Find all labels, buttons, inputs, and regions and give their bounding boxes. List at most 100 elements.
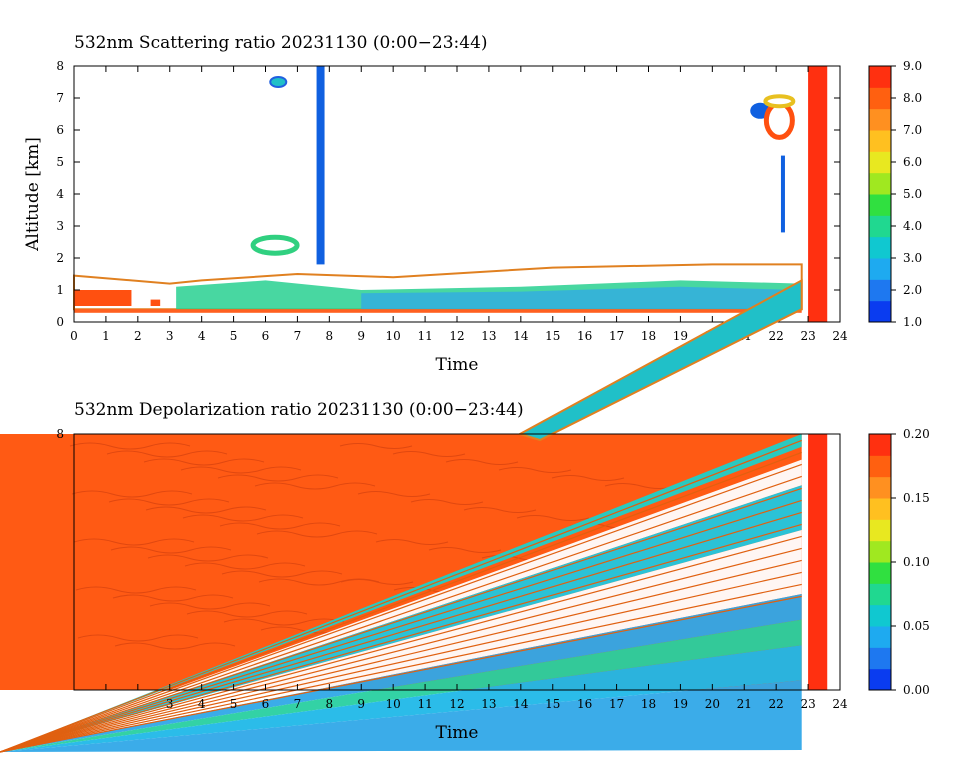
x-tick-label: 19: [673, 697, 688, 711]
cloud-patch: [763, 100, 795, 140]
x-tick-label: 3: [166, 329, 174, 343]
contour-line: [114, 642, 236, 650]
scattering-colorbar-segment: [869, 151, 891, 174]
x-tick-label: 12: [449, 329, 464, 343]
x-tick-label: 6: [262, 329, 270, 343]
scattering-colorbar-segment: [869, 172, 891, 195]
depolarization-colorbar-segment: [869, 562, 891, 584]
contour-line: [445, 459, 519, 465]
x-tick-label: 19: [673, 329, 688, 343]
contour-line: [0, 595, 802, 753]
contour-line: [219, 522, 341, 530]
y-tick-label: 7: [56, 91, 64, 105]
cloud-patch: [250, 234, 300, 256]
depolarization-chart-title: 532nm Depolarization ratio 20231130 (0:0…: [74, 400, 524, 420]
scattering-colorbar-segment: [869, 194, 891, 216]
depolarization-colorbar-segment: [869, 498, 891, 520]
contour-line: [110, 546, 232, 554]
vertical-streak: [316, 66, 325, 265]
cloud-patch: [763, 94, 796, 109]
x-tick-label: 22: [769, 329, 784, 343]
x-tick-label: 18: [641, 329, 656, 343]
y-tick-label: 8: [56, 427, 64, 441]
scattering-colorbar-label: 7.0: [903, 123, 922, 137]
contour-line: [106, 450, 228, 458]
vertical-streak: [780, 155, 785, 233]
contour-line: [0, 547, 802, 753]
no-data-bar: [808, 434, 828, 690]
x-tick-label: 17: [609, 329, 624, 343]
contour-line: [256, 530, 378, 538]
contour-line: [112, 594, 234, 602]
x-tick-label: 22: [769, 697, 784, 711]
scattering-colorbar-segment: [869, 130, 891, 152]
depolarization-colorbar-segment: [869, 647, 891, 670]
scattering-colorbar-segment: [869, 279, 891, 302]
contour-line: [498, 467, 572, 473]
scattering-colorbar-label: 2.0: [903, 283, 922, 297]
x-tick-label: 15: [545, 329, 560, 343]
contour-line: [221, 570, 343, 578]
contour-line: [75, 586, 197, 594]
contour-line: [428, 547, 502, 553]
x-tick-label: 1: [102, 329, 110, 343]
contour-line: [180, 466, 302, 474]
x-tick-label: 5: [230, 697, 238, 711]
y-tick-label: 4: [56, 187, 64, 201]
x-tick-label: 7: [294, 329, 302, 343]
contour-line: [0, 559, 802, 753]
low-depol-wedge: [0, 434, 802, 752]
contour-line: [147, 554, 269, 562]
x-tick-label: 13: [481, 697, 496, 711]
depolarization-colorbar-label: 0.05: [903, 619, 930, 633]
contour-line: [108, 498, 230, 506]
x-tick-label: 12: [449, 697, 464, 711]
y-tick-label: 0: [56, 315, 64, 329]
contour-line: [551, 475, 625, 481]
contour-line: [516, 515, 590, 521]
no-data-bar: [808, 66, 828, 322]
scattering-colorbar-segment: [869, 300, 891, 323]
x-tick-label: 3: [166, 697, 174, 711]
contour-line: [357, 491, 431, 497]
low-depol-wedge: [0, 645, 802, 752]
contour-line: [0, 523, 802, 753]
depolarization-colorbar-segment: [869, 604, 891, 627]
x-tick-label: 10: [386, 329, 401, 343]
x-tick-label: 23: [800, 697, 815, 711]
x-tick-label: 10: [386, 697, 401, 711]
y-tick-label: 3: [56, 219, 64, 233]
scattering-colorbar-segment: [869, 258, 891, 280]
low-depol-wedge: [0, 485, 802, 752]
low-depol-wedge: [0, 680, 802, 752]
y-tick-label: 6: [56, 123, 64, 137]
contour-line: [184, 562, 306, 570]
x-tick-label: 16: [577, 329, 592, 343]
contour-line: [254, 482, 376, 490]
contour-line: [0, 439, 802, 753]
scattering-colorbar-segment: [869, 215, 891, 238]
x-tick-label: 9: [357, 329, 365, 343]
contour-line: [463, 507, 537, 513]
contour-line: [69, 442, 191, 450]
x-tick-label: 14: [513, 329, 529, 343]
contour-line: [0, 583, 802, 753]
x-tick-label: 2: [134, 329, 142, 343]
contour-line: [0, 475, 802, 753]
x-tick-label: 17: [609, 697, 624, 711]
y-tick-label: 1: [56, 283, 64, 297]
x-tick-label: 16: [577, 697, 592, 711]
x-tick-label: 21: [737, 697, 752, 711]
contour-line: [0, 451, 802, 753]
x-tick-label: 0: [70, 329, 78, 343]
x-tick-label: 20: [705, 697, 720, 711]
scattering-colorbar-segment: [869, 66, 891, 88]
x-tick-label: 8: [326, 697, 334, 711]
scattering-colorbar-segment: [869, 236, 891, 259]
contour-line: [145, 506, 267, 514]
depolarization-colorbar-label: 0.10: [903, 555, 930, 569]
contour-line: [0, 499, 802, 753]
x-tick-label: 23: [800, 329, 815, 343]
contour-line: [182, 514, 304, 522]
